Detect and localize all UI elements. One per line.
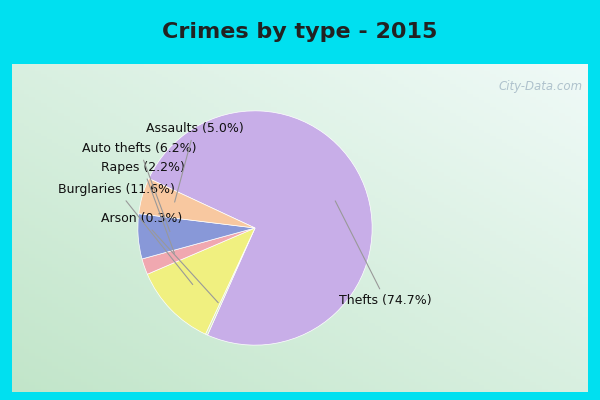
Text: Burglaries (11.6%): Burglaries (11.6%) <box>58 183 193 284</box>
Text: Assaults (5.0%): Assaults (5.0%) <box>146 122 243 202</box>
Text: City-Data.com: City-Data.com <box>498 80 582 94</box>
Wedge shape <box>205 228 255 335</box>
Text: Rapes (2.2%): Rapes (2.2%) <box>101 160 185 253</box>
Text: Thefts (74.7%): Thefts (74.7%) <box>335 201 432 307</box>
Wedge shape <box>142 228 255 274</box>
Text: Arson (0.3%): Arson (0.3%) <box>101 212 218 303</box>
Wedge shape <box>148 228 255 334</box>
Wedge shape <box>139 178 255 228</box>
Wedge shape <box>138 214 255 259</box>
Text: Auto thefts (6.2%): Auto thefts (6.2%) <box>82 142 196 232</box>
Text: Crimes by type - 2015: Crimes by type - 2015 <box>163 22 437 42</box>
Wedge shape <box>149 111 372 345</box>
